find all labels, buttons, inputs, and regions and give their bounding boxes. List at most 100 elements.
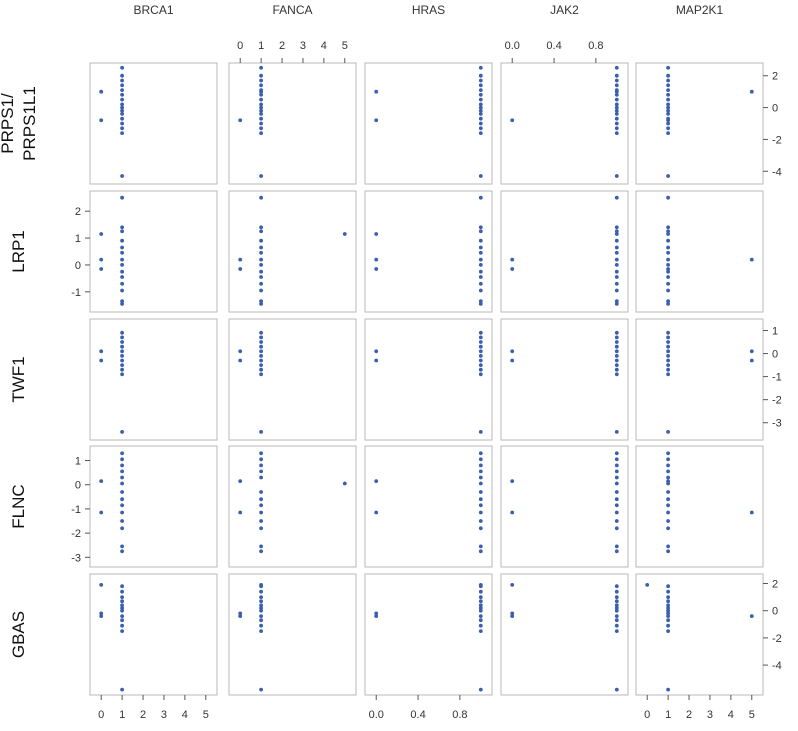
point-0-1-9 — [259, 102, 263, 107]
point-2-1-7 — [259, 349, 263, 354]
point-3-0-5 — [99, 510, 104, 515]
y-tick-label-4-1: -2 — [772, 633, 782, 645]
point-3-3-3 — [614, 519, 619, 523]
panel-3-1 — [228, 445, 357, 568]
x-tick-label-4-0: 0 — [644, 709, 650, 721]
point-4-0-4 — [120, 614, 124, 618]
point-3-3-0 — [614, 549, 619, 554]
point-3-0-10 — [99, 479, 104, 483]
point-1-3-9 — [510, 257, 515, 262]
point-0-4-12 — [749, 89, 754, 94]
x-tick-label-1-5: 5 — [342, 40, 348, 52]
point-4-2-7 — [478, 608, 483, 613]
point-3-3-14 — [614, 457, 619, 462]
point-3-1-10 — [238, 479, 243, 483]
point-0-3-3 — [614, 121, 619, 126]
point-4-4-14 — [645, 583, 650, 587]
panel-0-0 — [89, 62, 218, 185]
y-tick-label-0-2: 0 — [772, 103, 778, 115]
column-title-jak2: JAK2 — [550, 3, 579, 17]
row-title-4-0: GBAS — [9, 611, 28, 658]
point-0-3-10 — [614, 97, 619, 102]
point-1-2-12 — [478, 238, 483, 243]
point-4-4-0 — [666, 687, 670, 692]
x-tick-label-0-1: 1 — [119, 709, 125, 721]
point-2-0-2 — [120, 367, 124, 372]
x-tick-label-1-4: 4 — [321, 40, 327, 52]
point-0-2-8 — [478, 105, 483, 110]
point-1-3-4 — [614, 275, 619, 279]
point-0-3-15 — [614, 78, 619, 83]
point-1-0-1 — [120, 299, 124, 304]
y-tick-label-3-0: -3 — [71, 552, 81, 564]
point-2-4-4 — [666, 358, 670, 363]
point-1-3-13 — [614, 232, 619, 236]
panel-2-0 — [89, 318, 218, 441]
x-tick-label-1-1: 1 — [258, 40, 264, 52]
point-4-4-4 — [666, 614, 670, 618]
point-3-1-7 — [259, 497, 263, 502]
point-1-2-0 — [478, 302, 483, 306]
point-1-4-9 — [749, 257, 754, 262]
point-3-3-15 — [614, 451, 619, 456]
point-2-3-3 — [614, 363, 619, 367]
panel-2-4 — [635, 318, 764, 441]
point-0-2-6 — [478, 112, 483, 116]
point-1-2-7 — [478, 263, 483, 267]
point-2-3-6 — [614, 354, 619, 358]
panel-1-2 — [364, 190, 493, 313]
point-3-2-9 — [478, 481, 483, 486]
point-4-1-2 — [259, 623, 263, 628]
point-1-3-3 — [614, 281, 619, 286]
point-0-2-10 — [478, 97, 483, 102]
point-2-0-12 — [120, 330, 124, 335]
point-4-3-5 — [510, 614, 515, 618]
y-tick-label-3-2: -1 — [71, 504, 81, 516]
point-4-0-14 — [99, 583, 104, 587]
point-1-4-10 — [666, 250, 670, 255]
point-1-0-14 — [120, 229, 124, 234]
point-0-0-10 — [120, 97, 124, 102]
panel-3-2 — [364, 445, 493, 568]
point-0-3-16 — [614, 73, 619, 78]
point-3-0-11 — [120, 475, 124, 480]
y-tick-label-1-2: 1 — [75, 233, 81, 245]
point-1-0-11 — [120, 245, 124, 250]
point-0-2-16 — [478, 73, 483, 78]
x-tick-label-1-2: 2 — [279, 40, 285, 52]
point-3-4-11 — [666, 475, 670, 480]
point-3-3-6 — [614, 503, 619, 508]
point-1-4-8 — [666, 257, 670, 262]
point-2-1-3 — [259, 363, 263, 367]
point-3-3-10 — [510, 479, 515, 483]
panel-4-0 — [89, 573, 218, 696]
point-1-0-9 — [99, 257, 104, 262]
row-title-0-1: PRPS1L1 — [20, 86, 39, 161]
point-3-3-1 — [614, 544, 619, 549]
point-0-2-15 — [478, 78, 483, 83]
point-3-4-3 — [666, 519, 670, 523]
point-0-4-8 — [666, 105, 670, 110]
point-1-2-3 — [478, 281, 483, 286]
point-4-2-2 — [478, 623, 483, 628]
point-4-3-4 — [614, 614, 619, 618]
point-3-3-9 — [614, 481, 619, 486]
point-1-2-16 — [478, 195, 483, 200]
y-tick-label-3-4: 1 — [75, 456, 81, 468]
point-0-3-0 — [614, 174, 619, 178]
point-0-3-6 — [614, 112, 619, 116]
y-tick-label-2-1: -2 — [772, 395, 782, 407]
point-2-3-4 — [614, 358, 619, 363]
y-tick-label-4-0: -4 — [772, 660, 782, 672]
point-1-1-16 — [259, 195, 263, 200]
point-2-4-3 — [666, 363, 670, 367]
point-0-4-9 — [666, 102, 670, 107]
panel-3-3 — [500, 445, 629, 568]
point-2-2-7 — [478, 349, 483, 354]
point-1-1-8 — [259, 257, 263, 262]
point-0-1-8 — [259, 105, 263, 110]
point-4-0-7 — [120, 608, 124, 613]
x-tick-label-0-2: 2 — [140, 709, 146, 721]
point-4-2-1 — [478, 629, 483, 633]
